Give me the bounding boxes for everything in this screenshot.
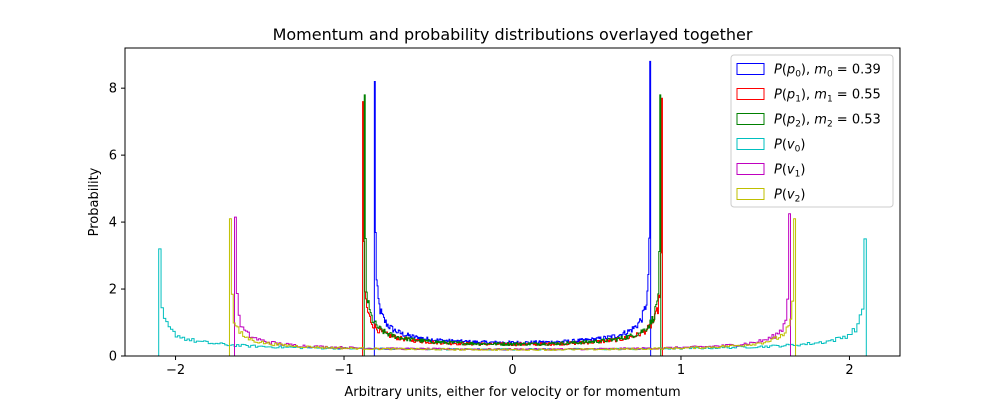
legend-label: P(v2): [774, 188, 805, 205]
legend-label: P(v1): [774, 163, 805, 180]
y-tick-label: 8: [109, 82, 117, 97]
y-axis: 0 2 4 6 8: [109, 82, 125, 365]
legend-swatch: [736, 188, 765, 200]
legend-label: P(p1), m1 = 0.55: [774, 88, 881, 105]
y-axis-label: Probability: [87, 167, 102, 236]
x-tick-label: 0: [508, 363, 516, 378]
legend: P(p0), m0 = 0.39 P(p1), m1 = 0.55 P(p2), m…: [730, 54, 894, 208]
legend-label: P(v0): [774, 138, 805, 155]
y-tick-label: 4: [109, 216, 117, 231]
x-tick-label: −1: [334, 363, 353, 378]
y-tick-label: 0: [109, 350, 117, 365]
series-6-histogram: [228, 218, 797, 356]
legend-swatch: [736, 163, 765, 175]
legend-swatch: [736, 113, 765, 125]
x-tick-label: 2: [845, 363, 853, 378]
x-tick-label: 1: [677, 363, 685, 378]
legend-label: P(p2), m2 = 0.53: [774, 113, 881, 130]
legend-box: [730, 54, 894, 208]
y-tick-label: 6: [109, 149, 117, 164]
legend-label: P(p0), m0 = 0.39: [774, 63, 881, 80]
legend-swatch: [736, 63, 765, 75]
chart-title: Momentum and probability distributions o…: [273, 25, 753, 44]
legend-swatch: [736, 88, 765, 100]
x-tick-label: −2: [166, 363, 185, 378]
series-layer: [158, 60, 867, 356]
legend-swatch: [736, 138, 765, 150]
y-tick-label: 2: [109, 283, 117, 298]
x-axis: −2 −1 0 1 2: [166, 356, 854, 378]
x-axis-label: Arbitrary units, either for velocity or …: [344, 385, 680, 400]
series-3-histogram: [363, 94, 662, 356]
